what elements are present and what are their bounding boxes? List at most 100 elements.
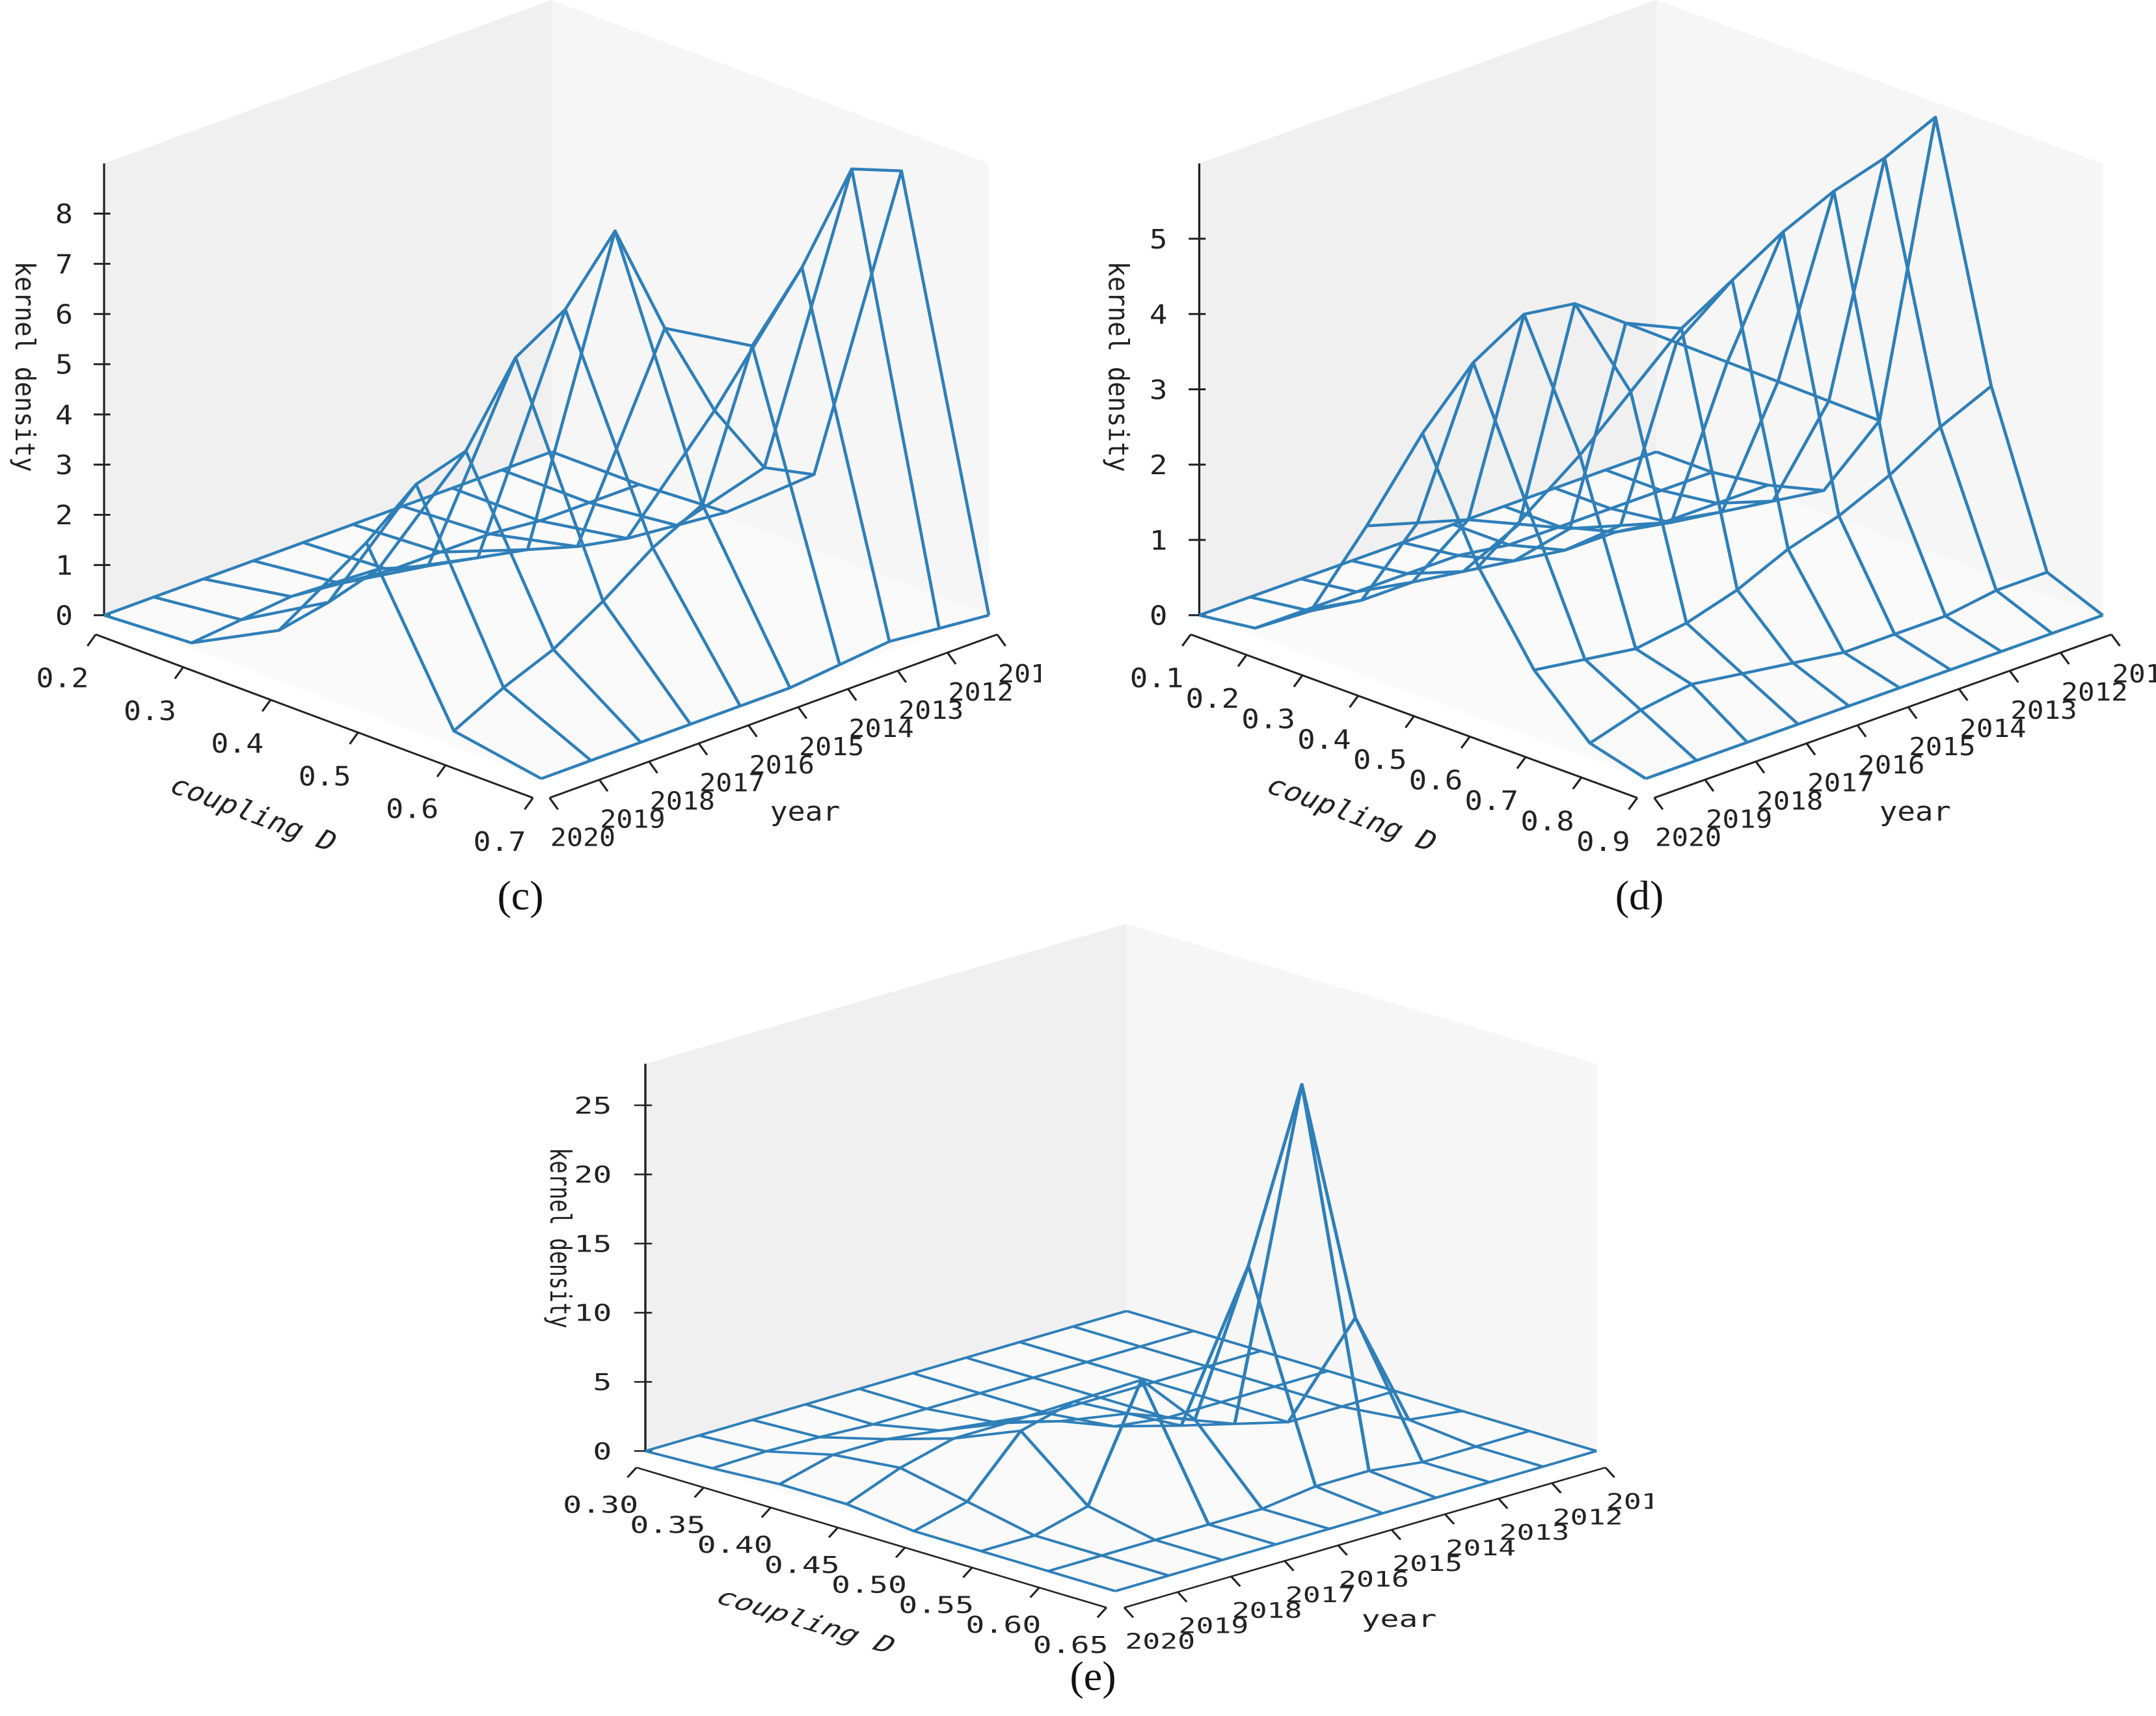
y-axis-label: year	[1880, 796, 1951, 827]
z-tick-label: 1	[1150, 526, 1168, 556]
wireframe-row-2015	[911, 1265, 1384, 1515]
year-tick-label: 2012	[1553, 1505, 1623, 1530]
wireframe-row-2014	[401, 327, 841, 665]
wireframe-row-2012	[1072, 1325, 1544, 1468]
chart-panel-c: 0123456780.20.30.40.50.60.72011201220132…	[0, 0, 1041, 865]
x-tick-mark	[627, 1467, 638, 1478]
x-tick-mark	[1181, 634, 1192, 647]
year-tick-mark	[1551, 1482, 1562, 1494]
x-tick-mark	[1293, 675, 1304, 688]
x-tick-label: 0.30	[563, 1492, 638, 1518]
wireframe-chart-d: 0123450.10.20.30.40.50.60.70.80.92011201…	[1102, 0, 2156, 859]
year-tick-label: 2020	[550, 824, 615, 852]
z-tick-label: 5	[55, 349, 73, 381]
year-tick-label: 2019	[600, 805, 665, 834]
wireframe-column	[365, 229, 815, 544]
year-tick-label: 2014	[1960, 714, 2026, 744]
x-tick-mark	[1628, 797, 1638, 811]
x-tick-label: 0.8	[1520, 806, 1574, 837]
year-tick-label: 2015	[1392, 1552, 1462, 1577]
year-tick-label: 2011	[2112, 659, 2156, 689]
y-axis-line	[1124, 1466, 1606, 1609]
y-axis-label: year	[1361, 1605, 1436, 1632]
year-tick-mark	[1856, 725, 1867, 738]
year-tick-label: 2018	[1232, 1598, 1302, 1623]
year-tick-label: 2015	[799, 732, 864, 761]
caption-d: (d)	[1615, 872, 1664, 918]
wireframe-column	[1047, 1430, 1530, 1573]
year-tick-mark	[1958, 688, 1969, 701]
year-tick-label: 2014	[849, 714, 914, 743]
year-tick-label: 2017	[699, 769, 764, 798]
wireframe-row-2020	[103, 541, 543, 780]
year-tick-mark	[548, 797, 559, 811]
x-tick-label: 0.1	[1130, 664, 1184, 694]
x-tick-label: 0.6	[1409, 766, 1463, 796]
year-tick-mark	[2059, 652, 2070, 665]
wireframe-row-2018	[751, 1419, 1223, 1561]
x-tick-label: 0.4	[211, 729, 263, 760]
year-tick-label: 2011	[1606, 1490, 1652, 1514]
z-tick-label: 7	[55, 249, 73, 280]
wireframe-column	[103, 450, 552, 617]
x-tick-mark	[1516, 756, 1527, 770]
wireframe-column	[645, 1309, 1127, 1453]
x-tick-mark	[895, 1547, 906, 1558]
x-tick-mark	[1572, 777, 1583, 790]
z-tick-label: 3	[1150, 375, 1168, 405]
year-tick-mark	[2110, 634, 2121, 647]
z-tick-label: 25	[574, 1092, 612, 1119]
wireframe-column	[778, 1350, 1261, 1486]
x-tick-mark	[828, 1527, 839, 1538]
year-tick-mark	[1497, 1498, 1509, 1509]
x-tick-mark	[962, 1567, 973, 1578]
z-tick-label: 1	[55, 550, 73, 582]
z-tick-label: 2	[55, 500, 73, 531]
y-axis-line	[1654, 633, 2112, 799]
year-tick-mark	[598, 779, 609, 792]
year-tick-mark	[648, 760, 658, 774]
back-left-pane	[1199, 0, 1657, 615]
year-tick-label: 2016	[1339, 1568, 1409, 1592]
x-tick-label: 0.3	[1241, 704, 1295, 734]
year-tick-label: 2012	[2061, 677, 2127, 707]
x-tick-label: 0.50	[831, 1572, 907, 1598]
year-tick-label: 2013	[1500, 1521, 1570, 1546]
back-left-pane	[645, 924, 1127, 1451]
wireframe-column	[1310, 483, 1769, 613]
z-tick-label: 6	[55, 299, 73, 330]
x-tick-label: 0.9	[1576, 827, 1630, 857]
z-tick-label: 3	[55, 450, 73, 481]
caption-c: (c)	[497, 872, 544, 918]
year-tick-mark	[1805, 742, 1816, 756]
x-tick-label: 0.7	[1464, 786, 1518, 816]
z-tick-label: 5	[593, 1369, 612, 1395]
y-axis-label: year	[770, 796, 841, 827]
wireframe-column	[1366, 489, 1824, 530]
year-tick-label: 2018	[650, 787, 715, 816]
x-tick-mark	[1096, 1607, 1108, 1618]
x-tick-mark	[436, 764, 447, 777]
chart-panel-d: 0123450.10.20.30.40.50.60.70.80.92011201…	[1093, 0, 2156, 865]
wireframe-column	[452, 167, 902, 732]
x-tick-label: 0.2	[1186, 684, 1240, 714]
y-axis-line	[549, 633, 998, 799]
wireframe-column	[1589, 570, 2048, 745]
x-tick-label: 0.60	[965, 1612, 1041, 1639]
wireframe-column	[1645, 613, 2104, 781]
x-tick-label: 0.2	[36, 663, 89, 694]
year-tick-mark	[896, 670, 908, 683]
wireframe-column	[712, 1330, 1194, 1469]
year-tick-mark	[1123, 1607, 1135, 1618]
z-tick-label: 15	[574, 1231, 612, 1257]
year-tick-label: 2013	[898, 697, 963, 725]
wireframe-column	[913, 1389, 1396, 1533]
wireframe-row-2020	[645, 1449, 1116, 1592]
wireframe-chart-e: 0 5 10 15 20 25 0.300.350.400.450.500.550.600.…	[543, 924, 1652, 1659]
year-tick-mark	[1907, 706, 1918, 719]
z-tick-label: 20	[574, 1161, 612, 1188]
year-tick-label: 2014	[1446, 1536, 1516, 1561]
x-tick-mark	[261, 699, 272, 712]
back-left-pane	[104, 0, 552, 615]
back-right-pane	[1656, 0, 2103, 615]
